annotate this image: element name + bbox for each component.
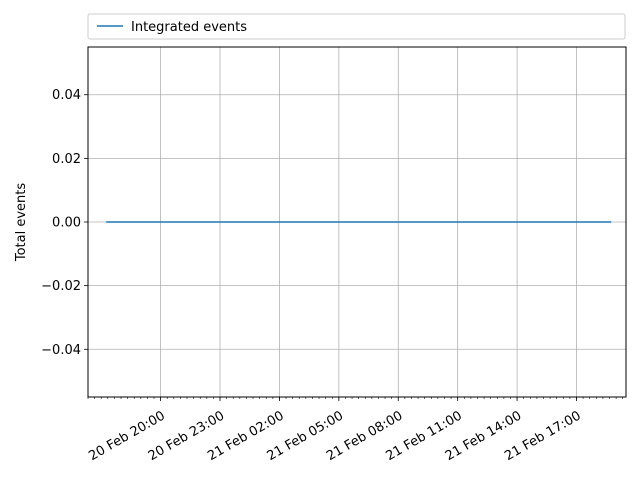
- legend: Integrated events: [87, 13, 626, 40]
- y-tick-label: 0.02: [52, 152, 81, 167]
- y-tick-label: −0.04: [41, 343, 81, 358]
- y-tick-label: 0.04: [52, 88, 81, 103]
- y-tick-label: −0.02: [41, 279, 81, 294]
- legend-box: [87, 13, 626, 40]
- y-axis-label: Total events: [14, 183, 29, 263]
- legend-label-integrated-events: Integrated events: [131, 20, 247, 35]
- y-tick-label: 0.00: [52, 216, 81, 231]
- y-axis-ticks: −0.04 −0.02 0.00 0.02 0.04: [41, 88, 88, 358]
